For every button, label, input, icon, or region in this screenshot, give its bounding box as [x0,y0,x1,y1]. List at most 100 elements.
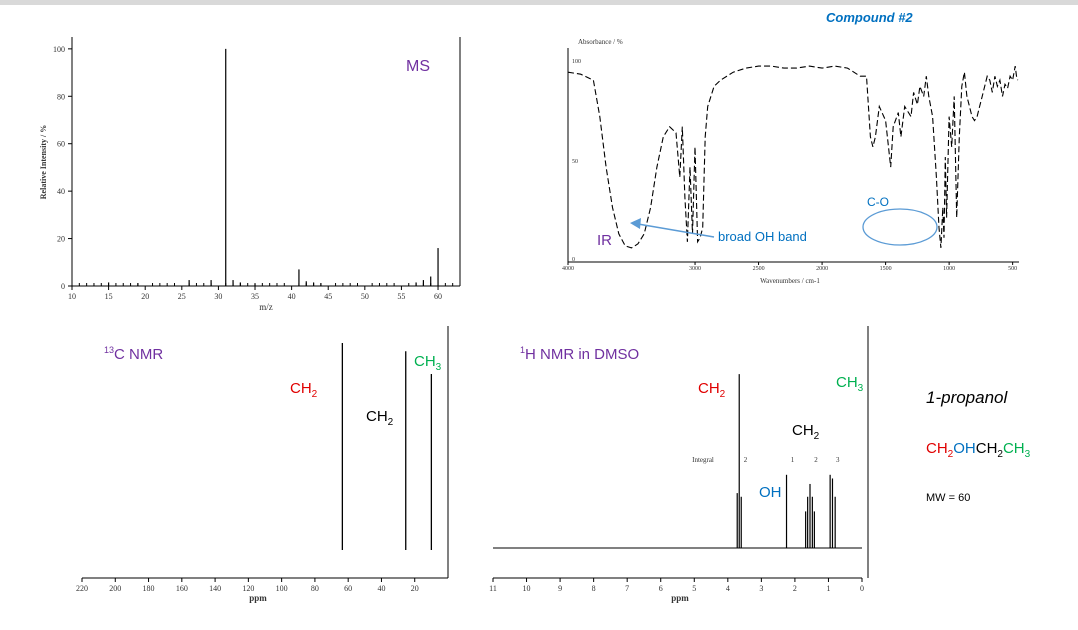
c13-x-tick-label: 160 [176,584,188,593]
ms-x-tick-label: 20 [141,292,149,301]
c13-x-tick-label: 140 [209,584,221,593]
c13-ch2-2-sub: 2 [387,417,394,428]
c13-ch3-label: CH3 [414,353,441,373]
compound-label: Compound #2 [826,10,913,25]
h1-title: 1H NMR in DMSO [520,345,639,363]
h1-x-tick-label: 8 [592,584,596,593]
c13-x-tick-label: 40 [377,584,385,593]
h1-ch2-1-sub: 2 [719,389,726,400]
h1-x-tick-label: 10 [523,584,531,593]
ms-y-tick-label: 100 [53,45,65,54]
ms-x-tick-label: 45 [324,292,332,301]
h1-x-tick-label: 1 [826,584,830,593]
h1-x-tick-label: 3 [759,584,763,593]
h1-x-tick-label: 5 [692,584,696,593]
c13-ch2-1-ch: CH [290,380,312,397]
ms-y-axis-label: Relative Intensity / % [39,125,48,199]
h1-integral-value: 3 [836,456,840,464]
ir-band-arrow-shaft [637,223,715,238]
h1-integral-label: Integral [692,456,714,464]
h1-integral-value: 1 [791,456,795,464]
ir-y-tick-label: 50 [572,159,578,165]
c13-x-tick-label: 60 [344,584,352,593]
c13-title: 13C NMR [104,345,163,363]
ms-x-tick-label: 35 [251,292,259,301]
h1-x-tick-label: 7 [625,584,629,593]
h1-x-tick-label: 0 [860,584,864,593]
h1-x-tick-label: 6 [659,584,663,593]
c13-superscript: 13 [104,345,115,355]
compound-formula: CH2OHCH2CH3 [926,440,1030,460]
c13-ch3-ch: CH [414,353,436,370]
formula-ch2-b: CH [975,440,998,457]
h1-ch2-2-sub: 2 [813,431,820,442]
ir-x-axis-label: Wavenumbers / cm-1 [760,277,820,285]
h1-ch3-label: CH3 [836,374,863,394]
c13-x-tick-label: 180 [143,584,155,593]
h1-x-tick-label: 2 [793,584,797,593]
ir-x-tick-label: 2500 [753,266,765,272]
ir-co-ellipse [862,208,938,246]
ms-x-tick-label: 25 [178,292,186,301]
c13-x-tick-label: 200 [109,584,121,593]
ir-x-tick-label: 1000 [943,266,955,272]
h1-x-axis-label: ppm [671,593,689,603]
ir-x-tick-label: 2000 [816,266,828,272]
ms-x-axis-label: m/z [259,302,273,312]
ms-x-tick-label: 30 [214,292,222,301]
ms-x-tick-label: 15 [105,292,113,301]
ms-y-tick-label: 20 [57,235,65,244]
ms-x-tick-label: 10 [68,292,76,301]
compound-name: 1-propanol [926,388,1008,407]
top-border [0,0,1078,5]
c13-ch2-label-2: CH2 [366,408,393,428]
ir-x-tick-label: 1500 [880,266,892,272]
ms-y-tick-label: 0 [61,282,65,291]
h1-ch2-1-ch: CH [698,380,720,397]
ir-band-arrow-head [630,218,641,229]
h1-ch3-ch: CH [836,374,858,391]
ms-x-tick-label: 40 [288,292,296,301]
ir-x-tick-label: 500 [1008,266,1017,272]
ms-title: MS [406,58,430,75]
ms-y-tick-label: 40 [57,187,65,196]
h1-x-tick-label: 9 [558,584,562,593]
h1-integral-value: 2 [814,456,818,464]
h1-x-tick-label: 11 [489,584,497,593]
ms-x-tick-label: 60 [434,292,442,301]
formula-sub-2a: 2 [947,449,954,460]
molecular-weight: MW = 60 [926,492,971,504]
ir-title: IR [597,232,612,249]
c13-x-tick-label: 220 [76,584,88,593]
formula-ch3: CH [1002,440,1025,457]
c13-x-tick-label: 120 [242,584,254,593]
ir-co-annotation: C-O [867,195,889,209]
ir-x-tick-label: 3000 [689,266,701,272]
h1-ch2-2-ch: CH [792,422,814,439]
c13-x-tick-label: 100 [276,584,288,593]
ir-x-tick-label: 4000 [562,266,574,272]
c13-ch2-1-sub: 2 [311,389,318,400]
h1-superscript: 1 [520,345,526,355]
h1-oh-label: OH [759,484,782,501]
ir-spectrum-line [567,65,1019,249]
formula-oh: OH [953,440,976,457]
formula-sub-3: 3 [1024,449,1031,460]
h1-ch2-label-2: CH2 [792,422,819,442]
c13-x-tick-label: 20 [411,584,419,593]
c13-ch2-label-1: CH2 [290,380,317,400]
ms-y-tick-label: 60 [57,140,65,149]
c13-x-axis-label: ppm [249,593,267,603]
h1-x-tick-label: 4 [726,584,730,593]
formula-sub-2b: 2 [997,449,1003,460]
c13-ch3-sub: 3 [435,362,442,373]
ms-y-tick-label: 80 [57,92,65,101]
h1-ch2-label-1: CH2 [698,380,725,400]
ir-y-axis-label: Absorbance / % [578,38,623,46]
ms-x-tick-label: 55 [397,292,405,301]
h1-title-text: H NMR in DMSO [525,346,640,363]
h1-integral-value: 2 [744,456,748,464]
ir-band-annotation: broad OH band [718,229,807,244]
ir-y-tick-label: 0 [572,257,575,263]
